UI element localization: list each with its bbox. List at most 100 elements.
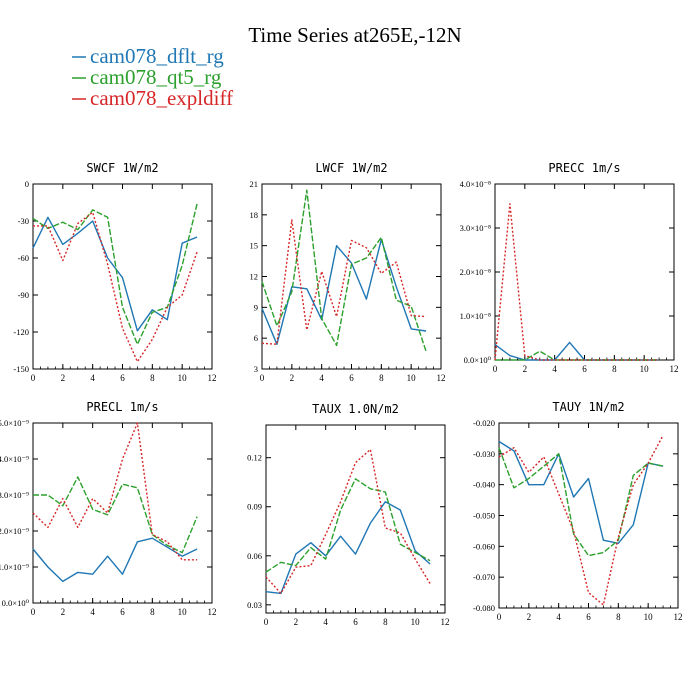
chart-panel: TAUX 1.0N/m2 0 2 4 6 8 10 12 0.03 0.06 0.09 0.12 [247, 402, 449, 627]
x-tick-label: 2 [527, 612, 532, 622]
x-tick-label: 4 [90, 373, 95, 383]
chart-panel: SWCF 1W/m2 0 2 4 6 8 10 12 0 -30 -60 -90 -120 -150 [13, 161, 216, 383]
x-tick-label: 6 [120, 373, 125, 383]
chart-panel: PRECL 1m/s 0 2 4 6 8 10 12 0.0×10⁰ 1.0×10⁻⁹ 2.0×10… [0, 400, 217, 617]
x-tick-label: 8 [150, 607, 155, 617]
x-tick-label: 8 [616, 612, 621, 622]
x-tick-label: 0 [493, 364, 498, 374]
plot-frame [265, 424, 446, 614]
x-tick-label: 12 [441, 617, 450, 627]
x-tick-label: 12 [670, 364, 679, 374]
x-tick-label: 2 [523, 364, 528, 374]
y-tick-label: 0.0×10⁰ [464, 355, 492, 365]
x-tick-label: 8 [379, 373, 384, 383]
y-tick-label: -0.060 [473, 541, 495, 551]
y-tick-label: -0.050 [473, 511, 495, 521]
x-tick-label: 0 [31, 373, 36, 383]
panel-title: SWCF 1W/m2 [86, 161, 158, 175]
x-tick-label: 4 [556, 612, 561, 622]
plot-frame [494, 183, 675, 361]
legend-item: cam078_expldiff [72, 86, 233, 110]
y-tick-label: 2.0×10⁻⁸ [460, 267, 491, 277]
x-tick-label: 10 [178, 373, 188, 383]
x-tick-label: 4 [90, 607, 95, 617]
x-tick-label: 0 [497, 612, 502, 622]
series-line-cam078_expldiff [494, 203, 660, 361]
y-tick-label: -60 [18, 253, 29, 263]
y-tick-label: 0 [25, 179, 29, 189]
legend-label: cam078_expldiff [90, 86, 233, 110]
series-line-cam078_qt5_rg [33, 476, 198, 554]
x-tick-label: 2 [61, 607, 66, 617]
y-tick-label: 1.0×10⁻⁹ [0, 562, 29, 572]
y-tick-label: 5.0×10⁻⁹ [0, 418, 29, 428]
y-tick-label: -0.020 [473, 418, 495, 428]
series-line-cam078_expldiff [498, 434, 664, 606]
y-tick-label: -0.030 [473, 449, 495, 459]
y-tick-label: 0.12 [247, 453, 262, 463]
y-tick-label: 18 [250, 210, 259, 220]
chart-panel: LWCF 1W/m2 0 2 4 6 8 10 12 3 6 9 12 15 18 21 [250, 161, 446, 383]
series-line-cam078_expldiff [265, 448, 431, 595]
y-tick-label: 4.0×10⁻⁹ [0, 454, 29, 464]
panel-title: LWCF 1W/m2 [315, 161, 387, 175]
panel-title: PRECL 1m/s [86, 400, 158, 414]
series-line-cam078_expldiff [33, 211, 198, 363]
series-line-cam078_dflt_rg [261, 238, 427, 345]
series-line-cam078_expldiff [261, 219, 427, 345]
x-tick-label: 10 [407, 373, 417, 383]
y-tick-label: 0.0×10⁰ [2, 598, 30, 608]
y-tick-label: -120 [13, 327, 29, 337]
y-tick-label: 0.06 [247, 551, 262, 561]
x-tick-label: 0 [264, 617, 269, 627]
y-tick-label: 0.03 [247, 600, 262, 610]
series-line-cam078_dflt_rg [265, 501, 431, 595]
series-line-cam078_dflt_rg [498, 440, 664, 544]
x-tick-label: 12 [437, 373, 446, 383]
x-tick-label: 12 [208, 607, 217, 617]
y-tick-label: 3.0×10⁻⁹ [0, 490, 29, 500]
x-tick-label: 8 [612, 364, 617, 374]
x-tick-label: 4 [323, 617, 328, 627]
chart-panel: TAUY 1N/m2 0 2 4 6 8 10 12 -0.020 -0.030 -0.040 -0.… [473, 400, 682, 622]
x-tick-label: 2 [61, 373, 66, 383]
legend: cam078_dflt_rg cam078_qt5_rg cam078_expl… [72, 44, 233, 110]
series-line-cam078_qt5_rg [261, 189, 427, 352]
y-tick-label: 6 [254, 333, 258, 343]
x-tick-label: 8 [383, 617, 388, 627]
series-line-cam078_dflt_rg [32, 216, 198, 332]
series-line-cam078_expldiff [32, 422, 198, 561]
y-tick-label: 3.0×10⁻⁸ [460, 223, 491, 233]
plot-frame [32, 183, 213, 370]
series-line-cam078_qt5_rg [32, 203, 198, 345]
y-tick-label: 15 [250, 241, 259, 251]
x-tick-label: 6 [120, 607, 125, 617]
series-line-cam078_dflt_rg [494, 341, 660, 361]
y-tick-label: 2.0×10⁻⁹ [0, 526, 29, 536]
x-tick-label: 10 [411, 617, 421, 627]
x-tick-label: 12 [208, 373, 217, 383]
y-tick-label: 4.0×10⁻⁸ [460, 179, 491, 189]
x-tick-label: 6 [349, 373, 354, 383]
x-tick-label: 4 [552, 364, 557, 374]
y-tick-label: 9 [254, 302, 258, 312]
x-tick-label: 8 [150, 373, 155, 383]
series-line-cam078_qt5_rg [498, 447, 664, 557]
y-tick-label: 3 [254, 364, 258, 374]
y-tick-label: -0.040 [473, 480, 495, 490]
plot-frame [261, 183, 442, 370]
x-tick-label: 0 [260, 373, 265, 383]
plot-frame [32, 422, 213, 604]
x-tick-label: 0 [31, 607, 36, 617]
y-tick-label: -90 [18, 290, 29, 300]
x-tick-label: 6 [586, 612, 591, 622]
x-tick-label: 2 [294, 617, 299, 627]
panel-title: TAUY 1N/m2 [552, 400, 624, 414]
y-tick-label: -150 [13, 364, 29, 374]
legend-label: cam078_qt5_rg [90, 65, 222, 89]
y-tick-label: -0.080 [473, 603, 495, 613]
figure-title: Time Series at265E,-12N [248, 23, 461, 47]
x-tick-label: 6 [353, 617, 358, 627]
plot-frame [498, 422, 679, 609]
x-tick-label: 4 [319, 373, 324, 383]
